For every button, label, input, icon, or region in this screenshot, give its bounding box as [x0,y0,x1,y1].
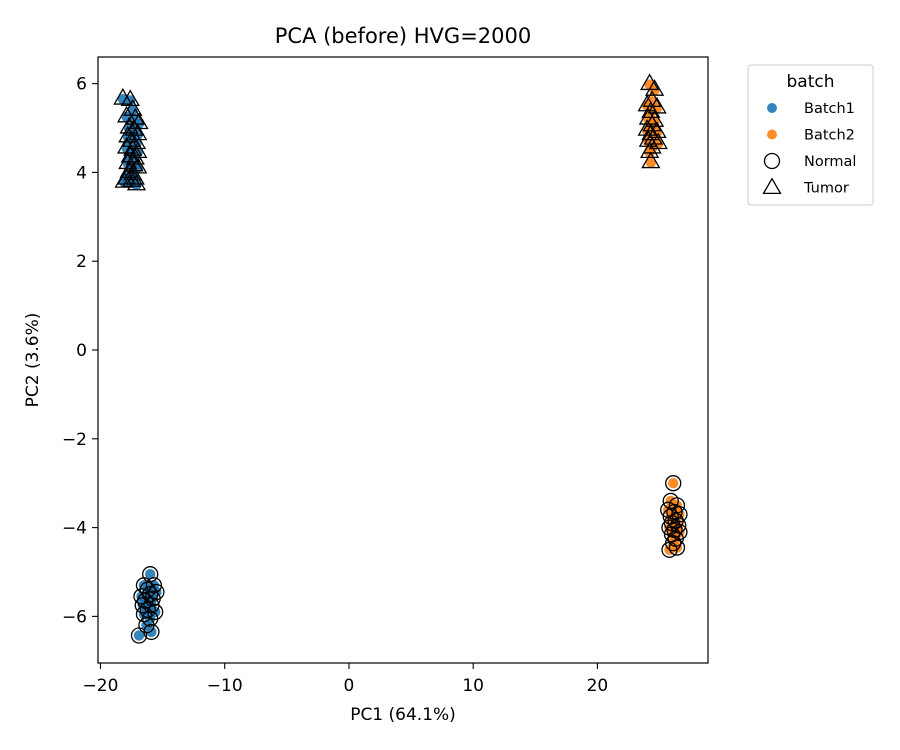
x-tick-label: 10 [462,676,484,696]
tumor-marker [119,116,139,134]
normal-marker [668,539,686,556]
data-point-batch2 [645,157,657,168]
legend-normal-label: Normal [804,154,856,170]
normal-marker [665,475,682,492]
legend-batch1-swatch [767,103,777,113]
tumor-marker [125,167,145,185]
scatter-points [113,73,688,644]
tumor-marker [128,123,148,141]
tumor-marker [121,170,142,187]
x-tick-label: −10 [207,676,243,696]
normal-marker [143,623,160,641]
y-tick-label: 2 [76,252,87,272]
y-tick-label: 4 [76,163,87,183]
tumor-marker [123,139,143,156]
tumor-marker [126,173,147,191]
legend-box [747,64,874,206]
legend-normal-marker [763,152,781,170]
data-point-batch1 [146,626,157,638]
normal-marker [134,597,151,614]
tumor-marker [118,152,138,170]
tumor-marker [123,99,143,116]
y-tick-label: 0 [76,341,87,361]
legend-batch2-label: Batch2 [804,128,855,144]
normal-marker [670,517,687,534]
tumor-marker [118,125,138,143]
tumor-marker [637,119,657,136]
y-tick-label: −6 [62,607,87,627]
tumor-marker [643,128,663,145]
y-axis-label: PC2 (3.6%) [23,313,43,408]
tumor-marker [119,161,139,178]
normal-marker [661,541,678,558]
normal-marker [133,588,150,605]
chart-title: PCA (before) HVG=2000 [275,24,531,48]
data-point-batch1 [133,630,145,641]
x-tick-label: −20 [83,676,119,696]
y-tick-label: 6 [76,75,87,95]
normal-marker [139,581,156,598]
normal-marker [130,627,148,644]
data-point-batch1 [144,569,156,580]
legend-title: batch [787,72,835,92]
y-tick-label: −4 [62,519,87,539]
x-tick-label: 0 [344,676,355,696]
y-tick-label: −2 [62,430,87,450]
legend-tumor-label: Tumor [803,181,849,197]
tumor-marker [125,108,145,125]
x-tick-label: 20 [587,676,609,696]
legend: batch Batch1 Batch2 Normal Tumor [747,64,874,206]
x-axis-label: PC1 (64.1%) [350,705,456,725]
data-point-batch2 [668,477,679,489]
tumor-marker [639,141,660,159]
legend-tumor-marker [762,177,782,195]
legend-batch1-label: Batch1 [804,101,855,117]
tumor-marker [641,151,661,169]
legend-batch2-swatch [767,129,777,140]
tumor-marker [125,147,145,165]
tumor-marker [114,171,134,188]
plot-frame [97,56,709,664]
